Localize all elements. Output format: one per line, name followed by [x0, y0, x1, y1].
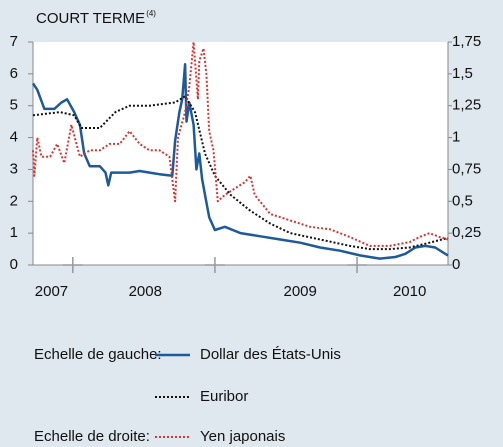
y2-tick-label: 1,5 [452, 65, 473, 82]
y-tick-label: 7 [10, 33, 18, 50]
y2-tick-label: 0 [452, 256, 460, 273]
chart-title: COURT TERME [36, 10, 145, 27]
y-tick-label: 4 [10, 129, 18, 146]
legend-heading: Echelle de gauche: [34, 346, 162, 363]
y-tick-label: 0 [10, 256, 18, 273]
y2-tick-label: 0,75 [452, 160, 481, 177]
series-line [32, 41, 449, 247]
y-tick-label: 2 [10, 192, 18, 209]
legend-label: Dollar des États-Unis [200, 346, 341, 363]
y-tick-label: 1 [10, 224, 18, 241]
x-tick-label: 2010 [393, 283, 426, 300]
x-tick-label: 2008 [129, 283, 162, 300]
y2-tick-label: 1,75 [452, 33, 481, 50]
legend-label: Yen japonais [200, 428, 285, 445]
x-tick-label: 2007 [35, 283, 68, 300]
title-note: (4) [146, 9, 156, 18]
y2-tick-label: 0,25 [452, 224, 481, 241]
legend-label: Euribor [200, 388, 248, 405]
y2-tick-label: 1 [452, 129, 460, 146]
y2-tick-label: 1,25 [452, 97, 481, 114]
plot-area [33, 42, 448, 265]
x-tick-label: 2009 [284, 283, 317, 300]
series-line [31, 63, 449, 260]
y-tick-label: 6 [10, 65, 18, 82]
series-line [32, 95, 449, 251]
legend-heading: Echelle de droite: [34, 428, 150, 445]
y-tick-label: 5 [10, 97, 18, 114]
y2-tick-label: 0,5 [452, 192, 473, 209]
y-tick-label: 3 [10, 160, 18, 177]
